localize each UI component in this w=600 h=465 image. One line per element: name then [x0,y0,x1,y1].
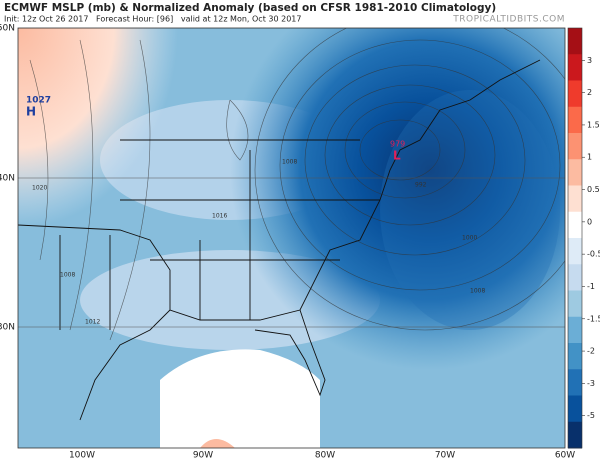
colorbar-segment [568,238,582,265]
lat-label: 50N [0,24,15,34]
colorbar: 3 2 1.5 1 0.5 0 -0.5 -1 -1.5 -2 -3 -5 [567,27,600,449]
colorbar-segment [568,159,582,186]
colorbar-segment [568,290,582,318]
colorbar-tick-label: 1 [587,153,592,162]
lon-label: 80W [315,451,335,461]
colorbar-tick-label: -2 [587,347,595,356]
lat-label: 30N [0,323,15,333]
contour-label: 992 [415,182,427,189]
low-pressure-letter: L [393,149,401,163]
colorbar-tick-label: -5 [587,411,595,420]
lon-label: 100W [69,451,95,461]
colorbar-segment [568,106,582,134]
colorbar-segment [568,395,582,423]
subtitle: Init: 12z Oct 26 2017 Forecast Hour: [96… [4,15,301,24]
map: 1027 H 979 L 1020 1008 1012 1016 1008 10… [18,28,565,448]
colorbar-segment [568,421,582,449]
colorbar-segment [568,343,582,370]
colorbar-tick-label: -3 [587,379,595,388]
contour-label: 1000 [462,235,477,242]
lon-label: 60W [555,451,575,461]
colorbar-frame [567,27,583,449]
colorbar-segment [568,369,582,396]
lon-label: 90W [193,451,213,461]
colorbar-tick-label: -0.5 [587,250,600,259]
contour-label: 1016 [212,213,227,220]
title: ECMWF MSLP (mb) & Normalized Anomaly (ba… [4,2,496,14]
colorbar-tick-label: 3 [587,56,592,65]
contour-label: 1008 [60,272,75,279]
low-pressure-value: 979 [390,140,405,149]
lat-label: 40N [0,174,15,184]
high-pressure-value: 1027 [26,96,51,106]
colorbar-tick-label: 1.5 [587,120,600,129]
colorbar-segment [568,264,582,291]
contour-label: 1012 [85,319,100,326]
colorbar-tick-label: 0 [587,217,592,226]
high-pressure-letter: H [26,105,36,119]
colorbar-tick-label: 2 [587,88,592,97]
contour-label: 1008 [470,288,485,295]
colorbar-tick-label: 0.5 [587,185,600,194]
lon-label: 70W [435,451,455,461]
colorbar-segment [568,54,582,81]
colorbar-tick-label: -1 [587,282,595,291]
colorbar-segment [568,80,582,108]
colorbar-tick-label: -1.5 [587,314,600,323]
contour-label: 1020 [32,185,47,192]
colorbar-segment [568,133,582,160]
contour-label: 1008 [282,159,297,166]
colorbar-segment [568,28,582,55]
watermark: TROPICALTIDBITS.COM [452,15,565,25]
map-frame [17,27,566,449]
colorbar-segment [568,316,582,344]
colorbar-segment [568,185,582,213]
colorbar-segment [568,211,582,239]
